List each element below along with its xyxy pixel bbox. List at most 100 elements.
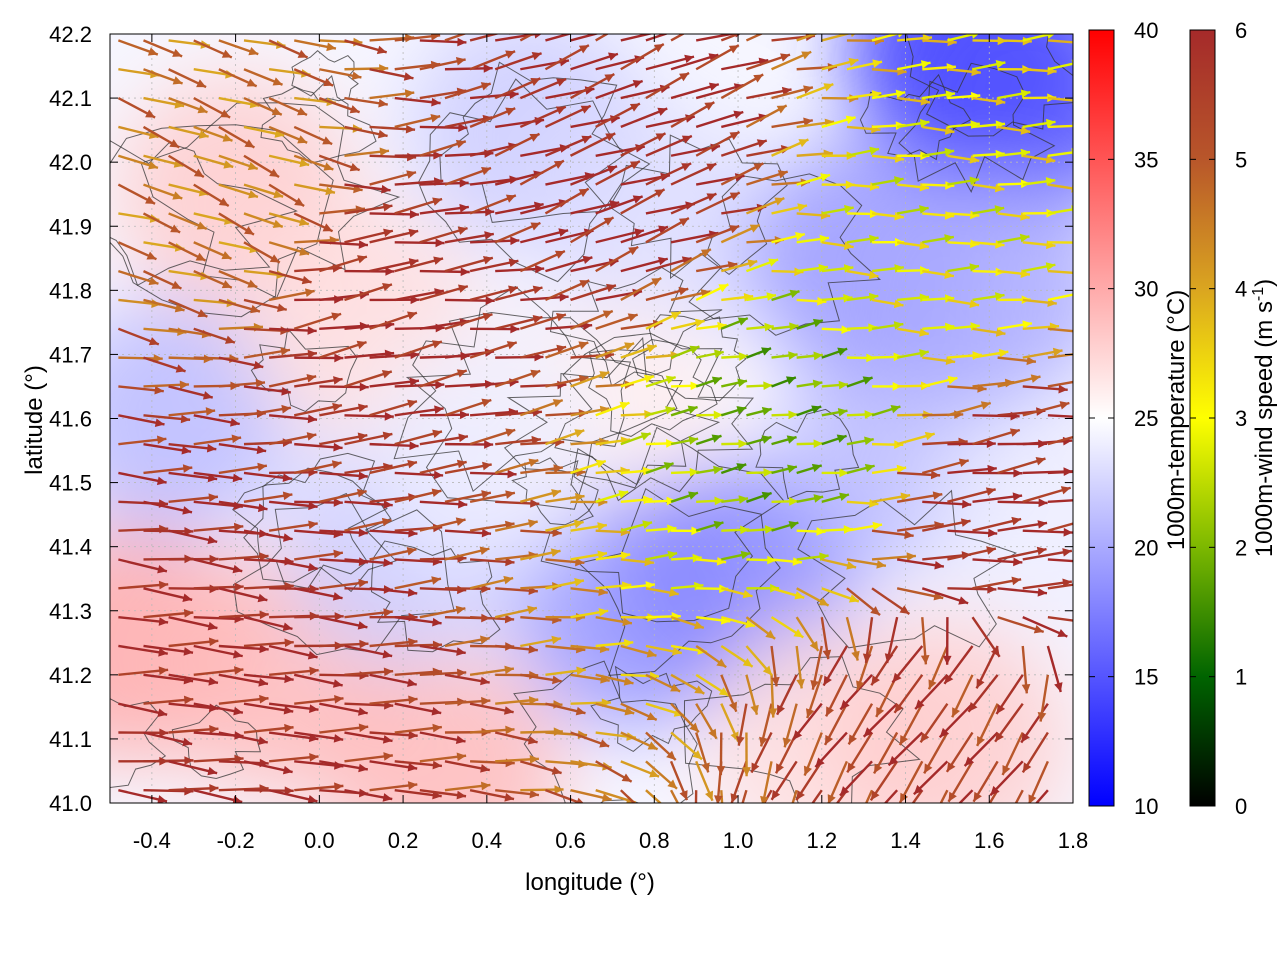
wind-arrow (369, 311, 418, 330)
wind-arrow (419, 433, 469, 446)
wind-arrow (620, 466, 653, 476)
wind-arrow (997, 520, 1048, 532)
wind-arrow (369, 528, 418, 538)
wind-arrow (1014, 789, 1024, 803)
wind-arrow (469, 789, 515, 802)
wind-arrow (570, 370, 610, 388)
wind-arrow (913, 760, 949, 796)
wind-arrow (117, 241, 157, 261)
wind-arrow (746, 468, 773, 477)
wind-arrow (494, 285, 543, 302)
temperature-colorbar-tick-label: 25 (1134, 406, 1158, 431)
wind-arrow (268, 644, 318, 660)
wind-arrow (721, 352, 749, 361)
axis-ticks: -0.4 -0.2 0.0 0.2 0.4 0.6 0.8 1.0 1.2 1.4 1.6 1.8 41… (49, 22, 1088, 853)
wind-arrow (444, 528, 492, 538)
wind-arrow (1047, 39, 1073, 44)
wind-arrow (419, 644, 466, 656)
wind-arrow (720, 73, 764, 100)
wind-arrow (243, 723, 294, 734)
wind-arrow (344, 147, 390, 157)
wind-arrow (118, 644, 168, 657)
wind-arrow (645, 462, 674, 475)
wind-arrow (821, 264, 854, 273)
wind-arrow (796, 379, 823, 389)
contour-line (755, 408, 860, 500)
wind-arrow (922, 234, 955, 244)
wind-arrow (294, 694, 344, 705)
wind-arrow (821, 407, 848, 417)
temperature-colorbar-tick-label: 15 (1134, 665, 1158, 690)
wind-arrow (1022, 118, 1056, 129)
wind-arrow (746, 258, 779, 273)
wind-arrow (318, 340, 367, 359)
wind-arrow (494, 77, 541, 100)
wind-arrow (118, 580, 169, 590)
wind-arrow (168, 529, 218, 545)
wind-arrow (369, 637, 418, 648)
wind-arrow (619, 789, 636, 803)
wind-arrow (494, 519, 538, 532)
wind-arrow (620, 731, 659, 751)
wind-arrow (118, 615, 169, 626)
wind-arrow (293, 673, 343, 688)
wind-arrow (444, 82, 492, 100)
wind-arrow (620, 256, 669, 273)
wind-arrow (873, 731, 899, 775)
wind-arrow (1047, 414, 1073, 418)
wind-arrow (760, 761, 773, 803)
wind-arrow (319, 723, 369, 734)
wind-arrow (344, 267, 395, 276)
wind-arrow (243, 471, 293, 483)
wind-arrow (695, 44, 740, 71)
wind-arrow (394, 760, 443, 770)
y-tick-label: 41.4 (49, 535, 92, 560)
wind-speed-colorbar-title: 1000m-wind speed (m s-1) (1250, 279, 1278, 557)
wind-arrow (947, 760, 974, 803)
wind-arrow (897, 470, 941, 480)
wind-speed-colorbar-tick-label: 1 (1235, 665, 1247, 690)
wind-arrow (741, 789, 748, 803)
wind-arrow (947, 546, 997, 561)
x-tick-label: 1.0 (723, 828, 754, 853)
wind-arrow (645, 286, 689, 302)
wind-arrow (344, 752, 393, 763)
wind-arrow (118, 435, 167, 446)
wind-arrow (118, 385, 164, 395)
wind-arrow (595, 401, 630, 417)
wind-arrow (544, 279, 590, 302)
y-tick-label: 42.2 (49, 22, 92, 47)
wind-arrow (293, 39, 337, 52)
temperature-colorbar-tick-label: 40 (1134, 18, 1158, 43)
wind-arrow (595, 102, 641, 128)
wind-arrow (972, 557, 1023, 567)
wind-arrow (862, 617, 874, 664)
wind-arrow (920, 617, 930, 665)
wind-arrow (695, 732, 710, 773)
wind-arrow (495, 499, 540, 508)
wind-arrow (570, 165, 618, 186)
wind-arrow (645, 673, 681, 693)
contour-line (632, 314, 747, 402)
wind-arrow (268, 702, 319, 713)
wind-arrow (218, 552, 269, 561)
wind-arrow (444, 398, 492, 417)
wind-arrow (845, 616, 860, 661)
wind-arrow (268, 212, 310, 227)
wind-arrow (821, 558, 857, 570)
wind-arrow (1022, 262, 1056, 273)
temperature-colorbar-tick-label: 10 (1134, 794, 1158, 819)
wind-arrow (168, 125, 209, 139)
wind-arrow (268, 789, 318, 803)
wind-arrow (143, 39, 183, 58)
wind-arrow (143, 298, 185, 313)
wind-arrow (871, 211, 904, 221)
wind-arrow (268, 269, 312, 285)
wind-arrow (871, 154, 905, 163)
wind-arrow (218, 356, 264, 370)
wind-arrow (896, 587, 944, 601)
wind-arrow (319, 68, 362, 80)
wind-arrow (168, 385, 214, 400)
wind-arrow (243, 404, 292, 417)
contour-line (588, 338, 718, 437)
